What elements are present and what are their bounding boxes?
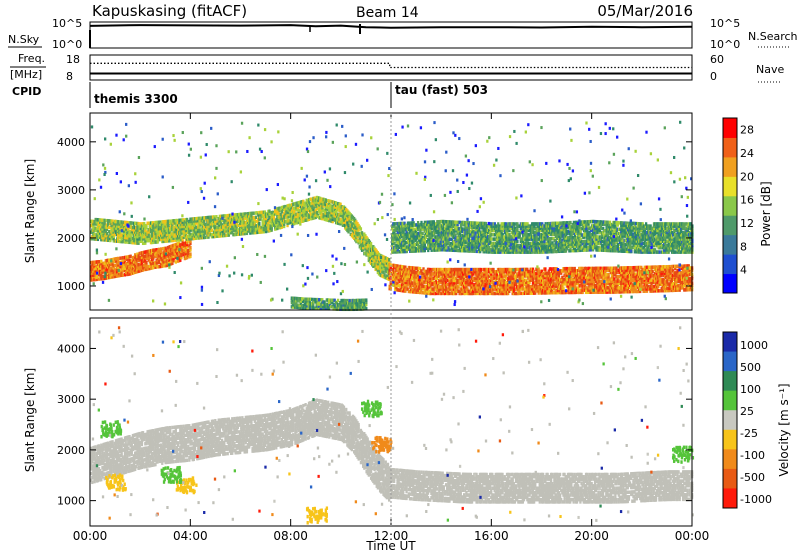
power-cell: [370, 242, 372, 246]
power-cell: [186, 218, 188, 222]
power-cell: [204, 236, 206, 240]
power-cell: [544, 267, 546, 271]
power-cell: [448, 292, 450, 296]
nsky-tick-bottom: 10^0: [52, 38, 82, 51]
power-cell: [104, 219, 106, 223]
power-cell: [189, 252, 191, 256]
beam-title: Beam 14: [356, 5, 419, 21]
cpid-program-1: themis 3300: [94, 92, 178, 106]
power-cell: [145, 261, 147, 265]
power-cell: [562, 286, 564, 290]
power-cell: [131, 221, 133, 225]
power-cell: [211, 228, 213, 232]
power-cell: [456, 279, 458, 283]
power-cell: [329, 204, 331, 208]
power-cell: [421, 291, 423, 295]
power-cell: [388, 258, 390, 262]
freq-label: Freq.: [18, 52, 45, 65]
power-cell: [106, 232, 108, 236]
power-cell: [664, 265, 666, 269]
nsky-series-line: [90, 25, 692, 28]
power-cell: [175, 260, 177, 264]
power-cell: [122, 256, 124, 260]
power-cell: [488, 279, 490, 283]
power-cell: [153, 248, 155, 252]
nsky-label: N.Sky: [8, 33, 40, 46]
cpid-label: CPID: [12, 85, 41, 98]
power-data: [90, 121, 694, 311]
power-cell: [189, 246, 191, 250]
power-cell: [137, 263, 139, 267]
station-title: Kapuskasing (fitACF): [92, 2, 247, 20]
power-cell: [119, 256, 121, 260]
power-cell: [158, 248, 160, 252]
power-cell: [100, 260, 102, 264]
noise-panel: N.Sky 10^5 10^0 10^5 10^0 N.Search: [8, 17, 798, 51]
power-cell: [215, 215, 217, 219]
power-cell: [421, 271, 423, 275]
power-cell: [542, 272, 544, 276]
power-cell: [651, 270, 653, 274]
power-cell: [117, 257, 119, 261]
power-cell: [122, 273, 124, 277]
nave-tick-bottom: 0: [710, 70, 717, 83]
nave-label: Nave: [756, 63, 784, 76]
power-cell: [592, 267, 594, 271]
nsearch-tick-bottom: 10^0: [710, 38, 740, 51]
cpid-row: CPID themis 3300 tau (fast) 503: [12, 82, 488, 108]
cpid-program-2: tau (fast) 503: [395, 83, 488, 97]
power-cell: [607, 273, 609, 277]
power-cell: [98, 260, 100, 264]
power-cell: [325, 198, 327, 202]
power-cell: [160, 247, 162, 251]
freq-tick-top: 18: [66, 53, 80, 66]
nsearch-tick-top: 10^5: [710, 17, 740, 30]
freq-unit: [MHz]: [10, 68, 42, 81]
power-cell: [253, 211, 255, 215]
power-cell: [360, 227, 362, 231]
power-cell: [480, 268, 482, 272]
nsky-tick-top: 10^5: [52, 17, 82, 30]
freq-panel: Freq. [MHz] 18 8 60 0 Nave: [10, 52, 784, 83]
power-cell: [130, 255, 132, 259]
date-title: 05/Mar/2016: [597, 2, 693, 20]
freq-tick-bottom: 8: [66, 70, 73, 83]
power-cell: [289, 204, 291, 208]
nave-tick-top: 60: [710, 53, 724, 66]
power-cell: [268, 209, 270, 213]
nsearch-label: N.Search: [748, 30, 798, 43]
nave-series-line: [90, 63, 692, 67]
power-cell: [108, 226, 110, 230]
power-cell: [255, 216, 257, 220]
power-cell: [258, 222, 260, 226]
power-cell: [451, 268, 453, 272]
